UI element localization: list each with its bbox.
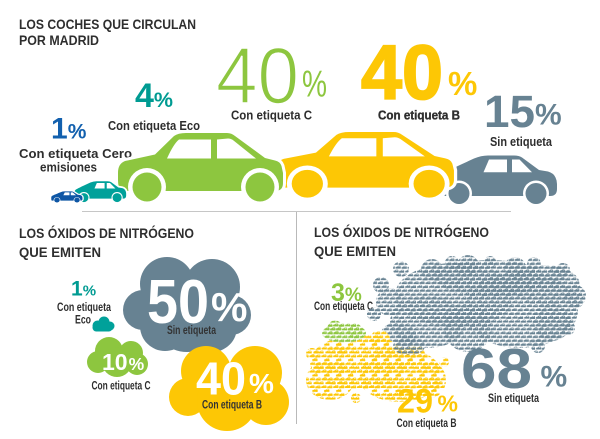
- svg-text:Con etiqueta C: Con etiqueta C: [92, 379, 151, 393]
- svg-text:%: %: [438, 391, 458, 417]
- svg-text:QUE EMITEN: QUE EMITEN: [314, 243, 396, 259]
- svg-text:10%: 10%: [102, 349, 145, 375]
- svg-text:POR MADRID: POR MADRID: [19, 32, 99, 48]
- svg-text:%: %: [541, 361, 568, 394]
- svg-text:%: %: [302, 64, 327, 105]
- svg-text:Con etiqueta C: Con etiqueta C: [231, 109, 312, 123]
- svg-text:%: %: [448, 65, 477, 102]
- svg-text:Con etiqueta B: Con etiqueta B: [202, 398, 262, 412]
- svg-text:%: %: [211, 284, 247, 330]
- svg-text:LOS ÓXIDOS DE NITRÓGENO: LOS ÓXIDOS DE NITRÓGENO: [19, 224, 194, 241]
- svg-text:Con etiqueta Eco: Con etiqueta Eco: [108, 119, 200, 133]
- svg-text:29: 29: [397, 383, 433, 421]
- svg-text:Sin etiqueta: Sin etiqueta: [488, 391, 539, 405]
- svg-text:Con etiqueta Cero: Con etiqueta Cero: [19, 147, 132, 161]
- svg-text:Con etiqueta B: Con etiqueta B: [397, 416, 457, 430]
- svg-text:QUE EMITEN: QUE EMITEN: [19, 244, 101, 260]
- svg-text:Sin etiqueta: Sin etiqueta: [167, 323, 216, 337]
- svg-text:%: %: [535, 99, 562, 132]
- svg-text:40: 40: [196, 353, 246, 405]
- svg-text:40: 40: [216, 31, 299, 120]
- svg-text:1%: 1%: [51, 113, 87, 146]
- svg-text:LOS ÓXIDOS DE NITRÓGENO: LOS ÓXIDOS DE NITRÓGENO: [314, 223, 489, 240]
- svg-text:1%: 1%: [71, 278, 96, 301]
- svg-text:40: 40: [361, 30, 443, 116]
- svg-text:Eco: Eco: [75, 315, 91, 327]
- svg-text:68: 68: [461, 337, 532, 401]
- svg-text:%: %: [249, 368, 274, 399]
- svg-text:Con etiqueta B: Con etiqueta B: [378, 109, 460, 123]
- svg-text:50: 50: [147, 268, 209, 337]
- svg-text:Con etiqueta: Con etiqueta: [57, 302, 111, 314]
- svg-text:15: 15: [484, 86, 535, 137]
- svg-text:emisiones: emisiones: [40, 161, 97, 175]
- svg-text:LOS COCHES QUE CIRCULAN: LOS COCHES QUE CIRCULAN: [19, 16, 196, 32]
- svg-text:Sin etiqueta: Sin etiqueta: [490, 135, 553, 149]
- svg-text:Con etiqueta C: Con etiqueta C: [314, 299, 373, 313]
- svg-text:4%: 4%: [135, 77, 173, 115]
